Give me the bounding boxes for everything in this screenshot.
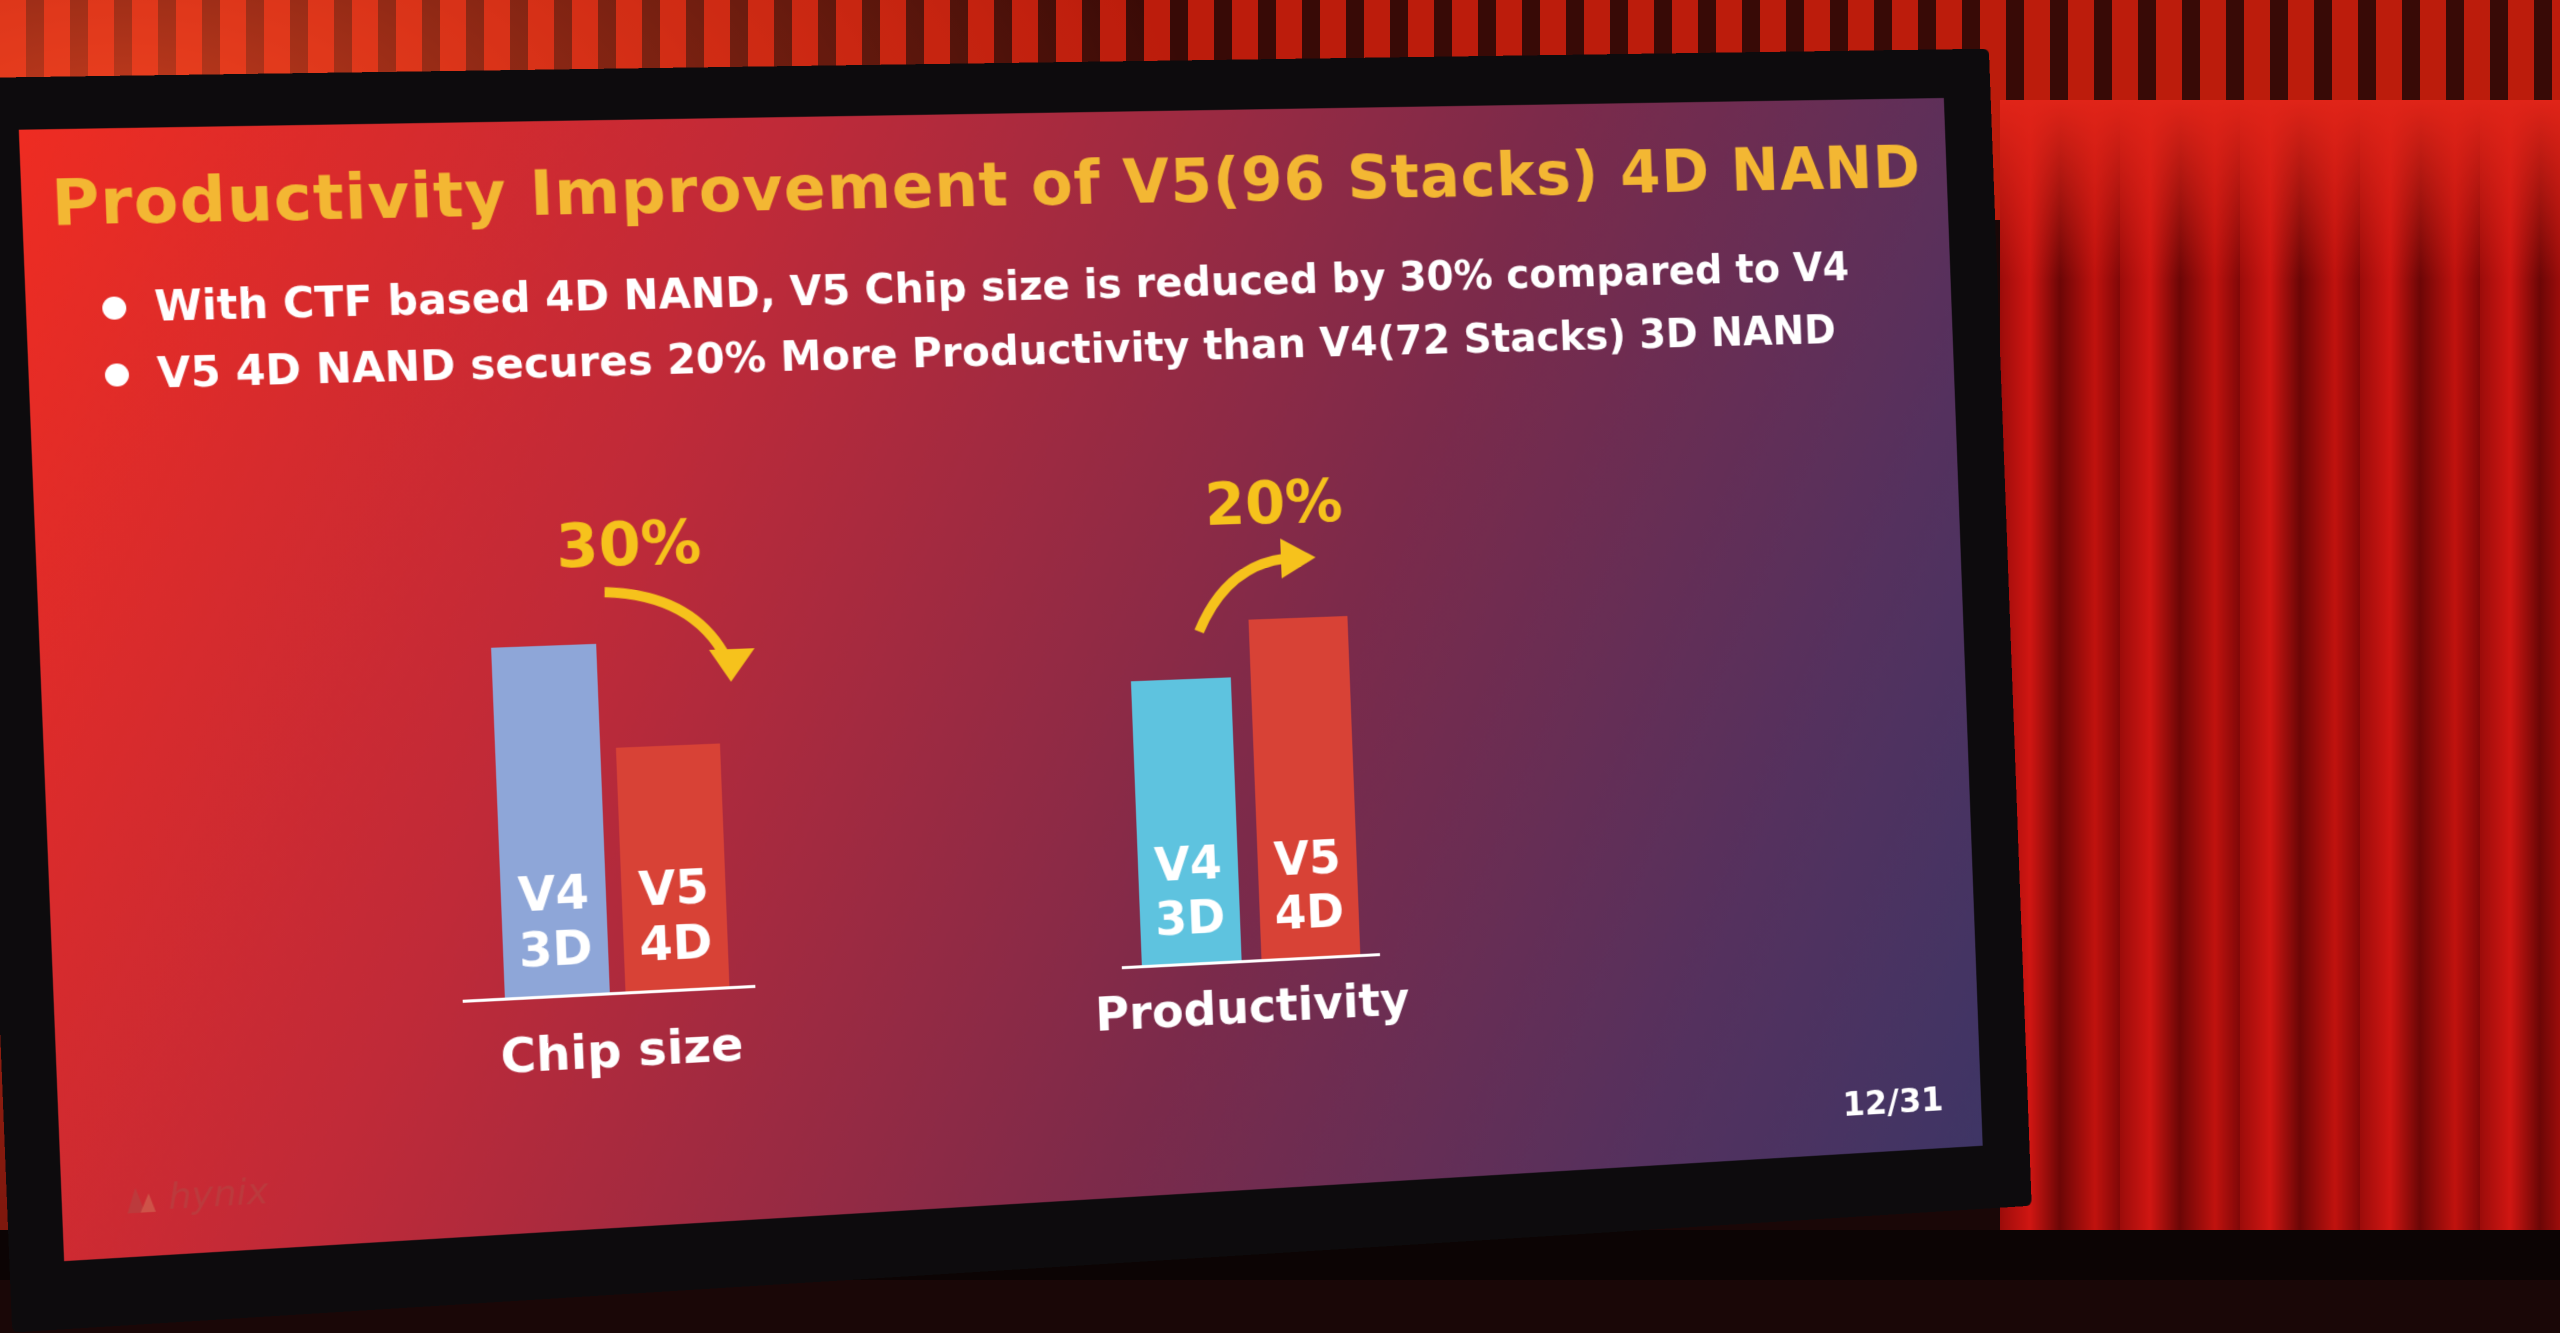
bullet-dot-icon [105,363,130,387]
bullet-list: With CTF based 4D NAND, V5 Chip size is … [101,235,1925,409]
bar-v5-4d: V5 4D [1249,616,1361,959]
bar-label: V5 4D [1257,829,1360,941]
logo-mark-icon [122,1180,160,1218]
projection-screen: Productivity Improvement of V5(96 Stacks… [0,49,2032,1333]
arrow-right-icon [1280,537,1316,578]
bar-label-line: 4D [1259,883,1360,942]
slide-title: Productivity Improvement of V5(96 Stacks… [20,133,1947,241]
curtain-valance [2000,100,2560,280]
slide-page-number: 12/31 [1842,1080,1944,1125]
company-logo: hynix [122,1171,269,1221]
bullet-dot-icon [102,296,127,320]
bar-label-line: V4 [500,863,607,923]
bar-label-line: 4D [623,913,729,973]
bar-label: V5 4D [620,858,728,973]
presentation-slide: Productivity Improvement of V5(96 Stacks… [19,98,1983,1261]
bar-v4-3d: V4 3D [1131,677,1242,965]
chip-size-axis-label: Chip size [500,1016,745,1084]
chip-size-chart: 30% V4 3D V5 4D Chip size [444,501,903,1092]
bar-label-line: V5 [1257,829,1358,887]
bar-v5-4d: V5 4D [616,743,729,991]
bar-label-line: V4 [1137,834,1239,893]
logo-text: hynix [167,1171,269,1218]
productivity-chart: 20% V4 3D V5 4D Productivity [1084,482,1521,1058]
bar-label-line: V5 [620,858,726,918]
bar-label: V4 3D [500,863,609,979]
bar-label: V4 3D [1137,834,1241,947]
bar-v4-3d: V4 3D [491,644,610,998]
bar-label-line: 3D [1139,888,1241,947]
arrow-down-icon [709,648,756,682]
bar-label-line: 3D [502,919,609,980]
productivity-axis-label: Productivity [1094,972,1410,1042]
